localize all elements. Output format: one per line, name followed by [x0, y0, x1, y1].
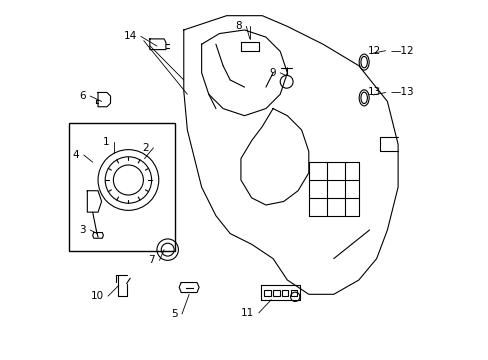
- Bar: [264, 290, 270, 296]
- Text: 9: 9: [269, 68, 275, 78]
- Text: 8: 8: [235, 21, 242, 31]
- Text: 11: 11: [241, 308, 254, 318]
- Bar: [69, 123, 175, 251]
- Bar: [282, 290, 288, 296]
- Text: 1: 1: [103, 138, 110, 148]
- Bar: [290, 290, 297, 296]
- Text: 5: 5: [171, 309, 177, 319]
- Bar: [272, 290, 279, 296]
- Text: 13: 13: [367, 87, 381, 98]
- Text: 7: 7: [148, 255, 155, 265]
- Text: 12: 12: [367, 46, 381, 56]
- Text: 4: 4: [73, 150, 80, 160]
- Text: —12: —12: [390, 46, 414, 56]
- Text: —13: —13: [390, 87, 414, 98]
- Text: 10: 10: [90, 291, 103, 301]
- Text: 3: 3: [79, 225, 86, 235]
- Text: 2: 2: [142, 143, 149, 153]
- Text: 6: 6: [79, 91, 86, 101]
- Text: 14: 14: [123, 31, 136, 41]
